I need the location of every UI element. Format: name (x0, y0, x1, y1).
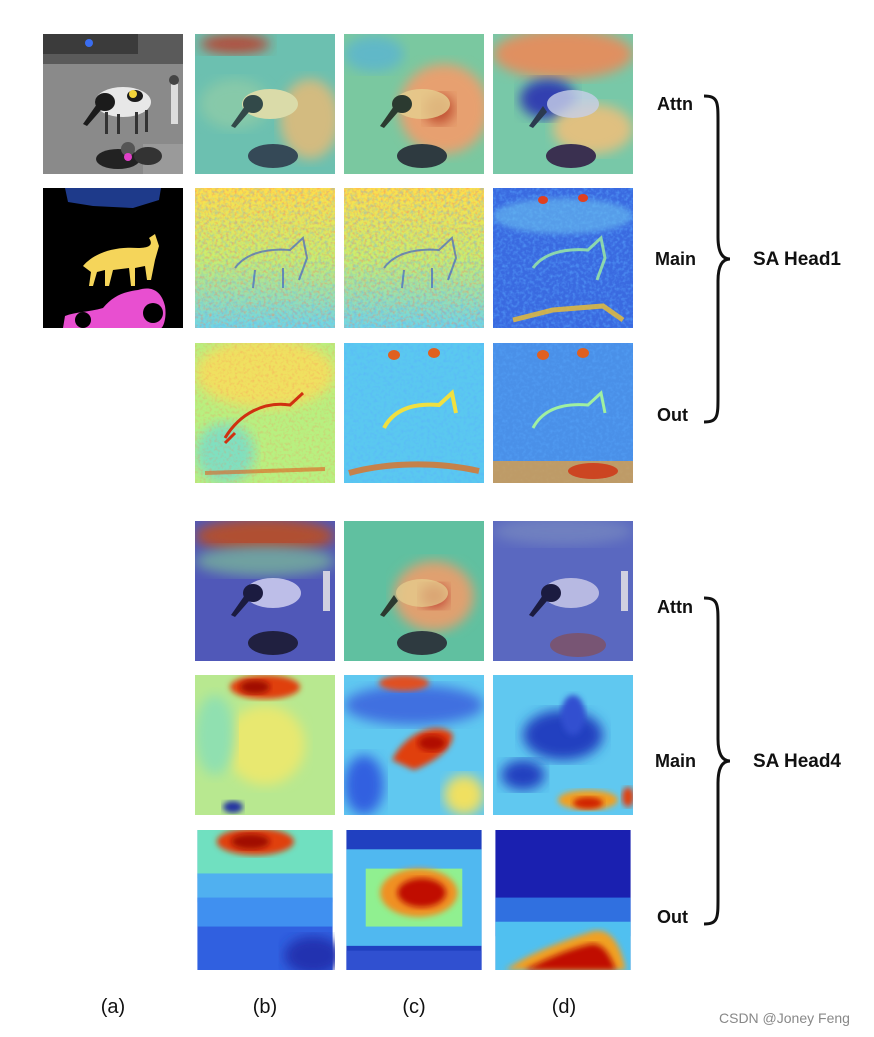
column-label-a: (a) (100, 996, 126, 1018)
row-label-attn-1: Attn (657, 94, 693, 114)
brace-head1 (703, 94, 731, 424)
input-photo-cow (43, 34, 183, 174)
row-label-out-2: Out (657, 907, 688, 927)
column-label-c: (c) (402, 996, 426, 1018)
head1-attn-c (344, 34, 484, 174)
row-label-out-1: Out (657, 405, 688, 425)
brace-head4 (703, 596, 731, 926)
row-label-main-2: Main (655, 751, 697, 771)
query-point-yellow (129, 90, 137, 98)
query-point-blue (85, 39, 93, 47)
head1-attn-b (195, 34, 335, 174)
head1-main-c (344, 188, 484, 328)
head4-attn-c (344, 521, 484, 661)
row-label-attn-2: Attn (657, 597, 693, 617)
row-label-main-1: Main (655, 249, 697, 269)
query-point-magenta (124, 153, 132, 161)
head1-main-d (493, 188, 633, 328)
head4-main-c (344, 675, 484, 815)
head1-out-c (344, 343, 484, 483)
column-label-d: (d) (551, 996, 577, 1018)
head4-out-d (493, 830, 633, 970)
segmentation-mask (43, 188, 183, 328)
head4-attn-d (493, 521, 633, 661)
head4-main-d (493, 675, 633, 815)
watermark: CSDN @Joney Feng (719, 1010, 850, 1026)
head4-out-c (344, 830, 484, 970)
head1-out-b (195, 343, 335, 483)
head1-main-b (195, 188, 335, 328)
head1-attn-d (493, 34, 633, 174)
column-label-b: (b) (252, 996, 278, 1018)
head1-out-d (493, 343, 633, 483)
head-label-4: SA Head4 (753, 751, 841, 772)
head-label-1: SA Head1 (753, 249, 841, 270)
head4-out-b (195, 830, 335, 970)
head4-attn-b (195, 521, 335, 661)
head4-main-b (195, 675, 335, 815)
